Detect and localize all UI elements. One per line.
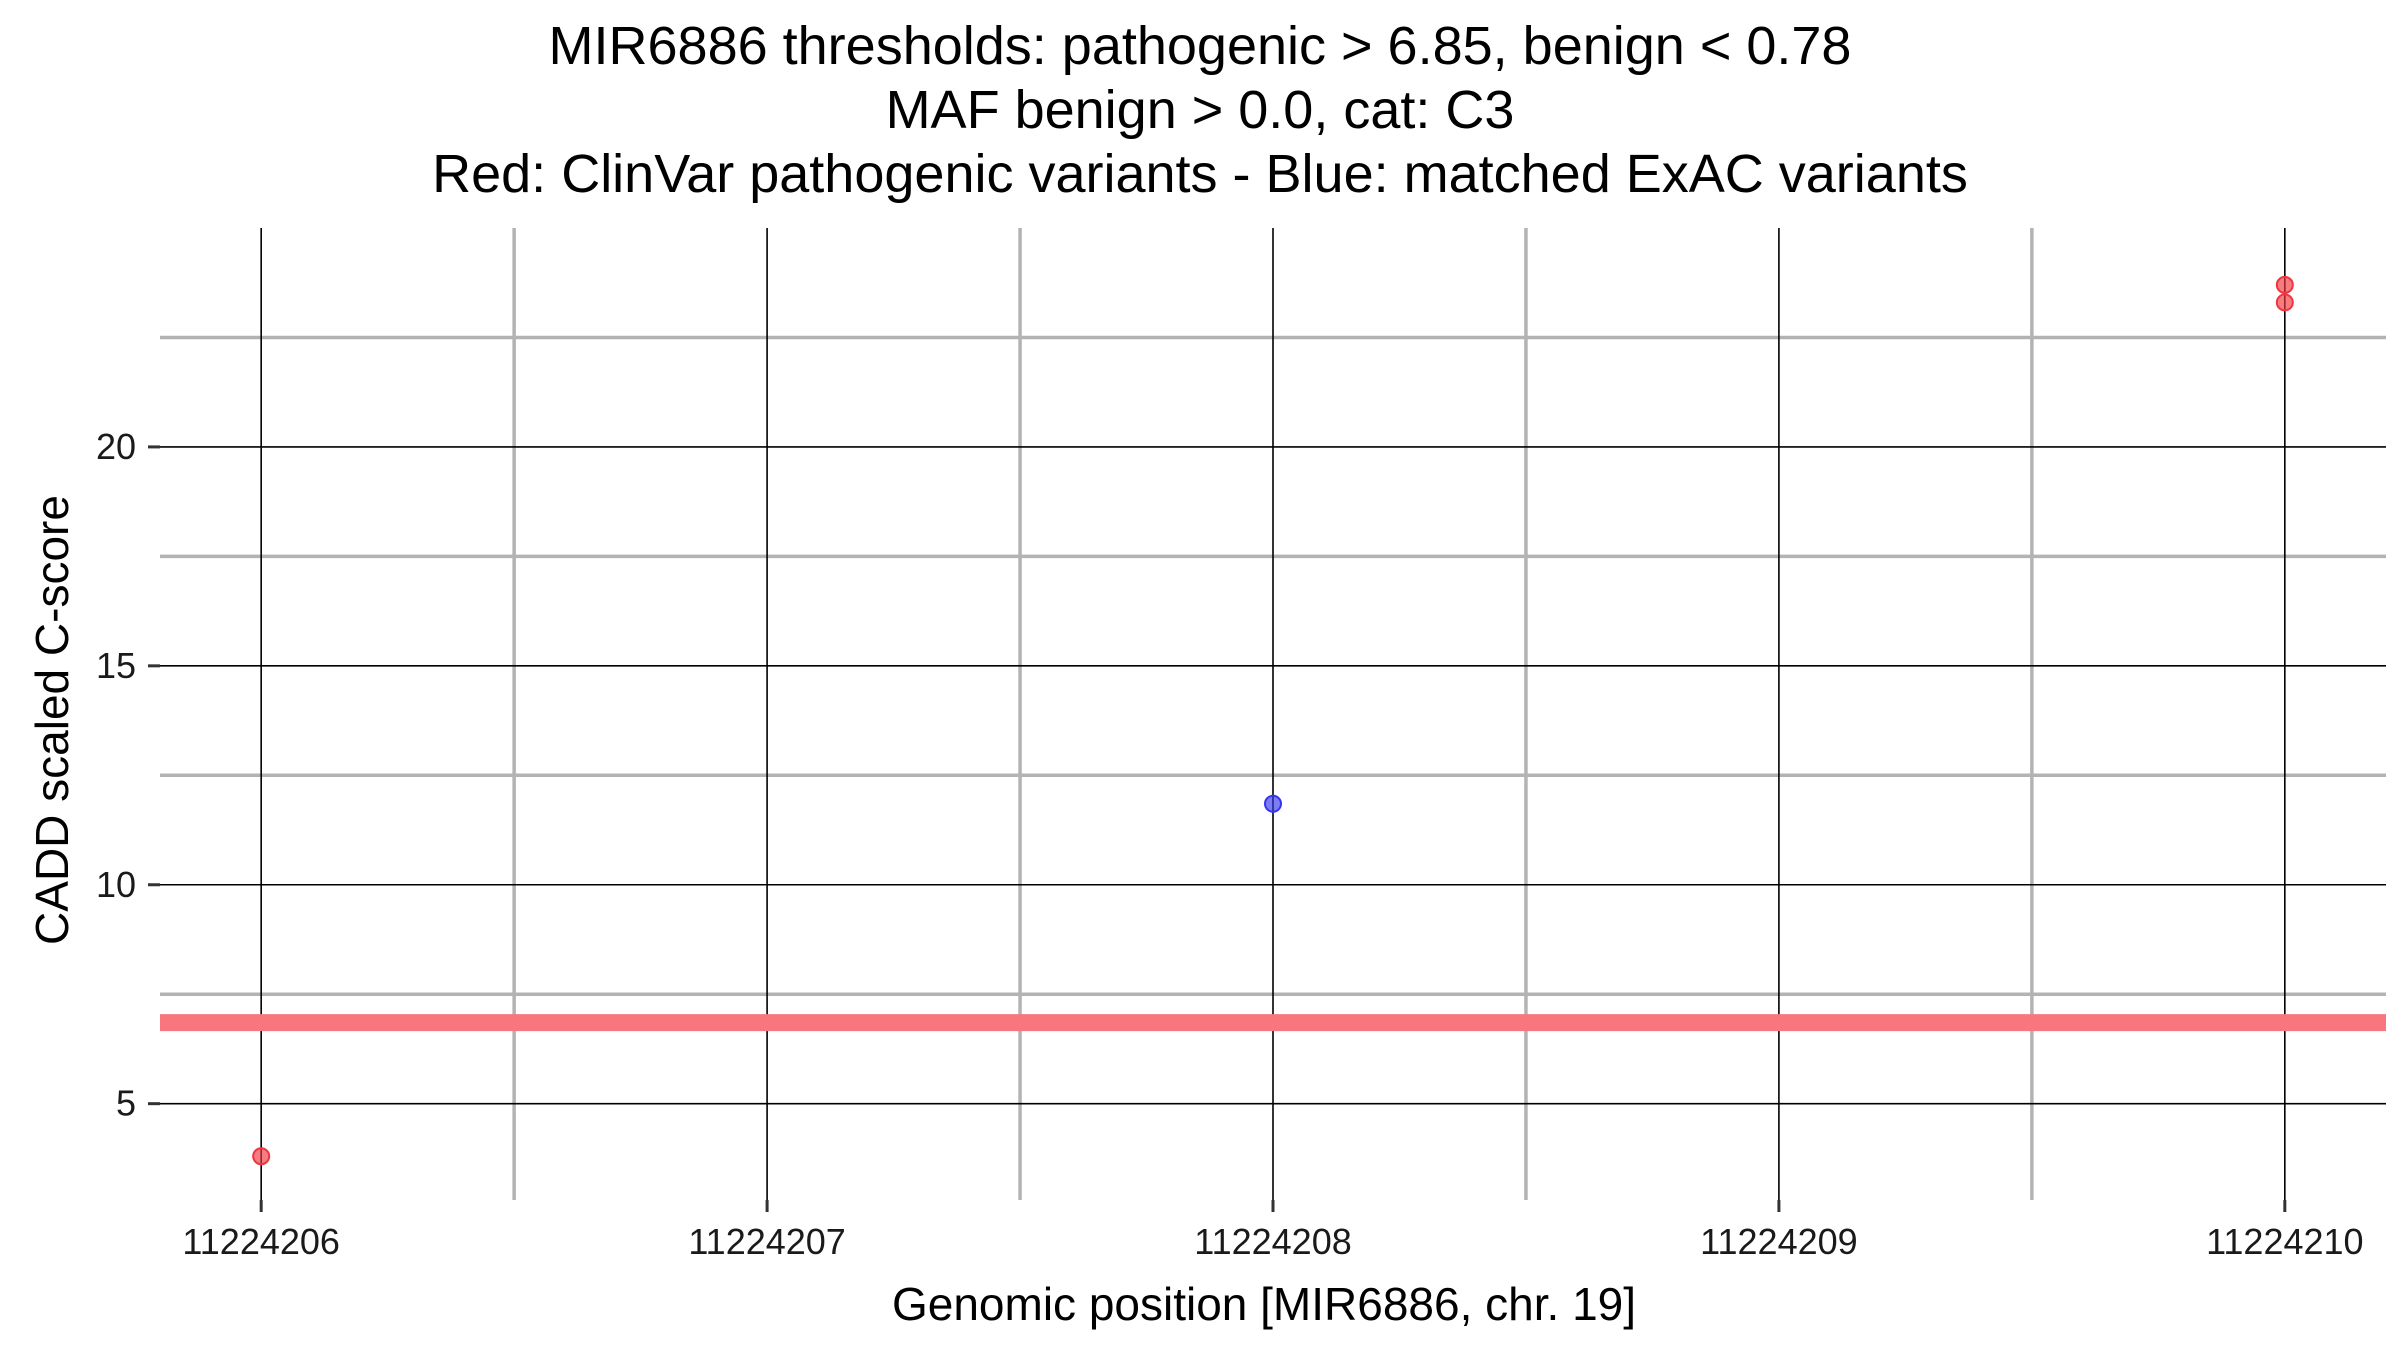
x-tick-label: 11224207 [688, 1221, 846, 1262]
y-tick-label: 15 [96, 645, 136, 686]
points-layer [252, 275, 2294, 1166]
grid-layer [160, 228, 2386, 1200]
x-tick-label: 11224206 [182, 1221, 340, 1262]
title-line-3: Red: ClinVar pathogenic variants - Blue:… [432, 144, 1968, 204]
x-axis-title: Genomic position [MIR6886, chr. 19] [892, 1278, 1636, 1330]
clinvar-pathogenic-point [2275, 293, 2294, 312]
title-line-1: MIR6886 thresholds: pathogenic > 6.85, b… [549, 16, 1852, 76]
y-tick-label: 10 [96, 864, 136, 905]
y-axis-title: CADD scaled C-score [26, 495, 78, 945]
x-tick-label: 11224209 [1700, 1221, 1858, 1262]
y-tick-label: 5 [116, 1083, 136, 1124]
clinvar-pathogenic-point [2275, 275, 2294, 294]
chart-title: MIR6886 thresholds: pathogenic > 6.85, b… [432, 16, 1968, 204]
y-tick-label: 20 [96, 426, 136, 467]
x-tick-label: 11224210 [2206, 1221, 2364, 1262]
title-line-2: MAF benign > 0.0, cat: C3 [886, 80, 1515, 140]
axis-layer: 5 10 15 20 11224206 11224207 11224208 11224209 1… [96, 426, 2364, 1262]
clinvar-pathogenic-point [252, 1147, 271, 1166]
exac-matched-point [1264, 794, 1282, 813]
x-tick-label: 11224208 [1194, 1221, 1352, 1262]
